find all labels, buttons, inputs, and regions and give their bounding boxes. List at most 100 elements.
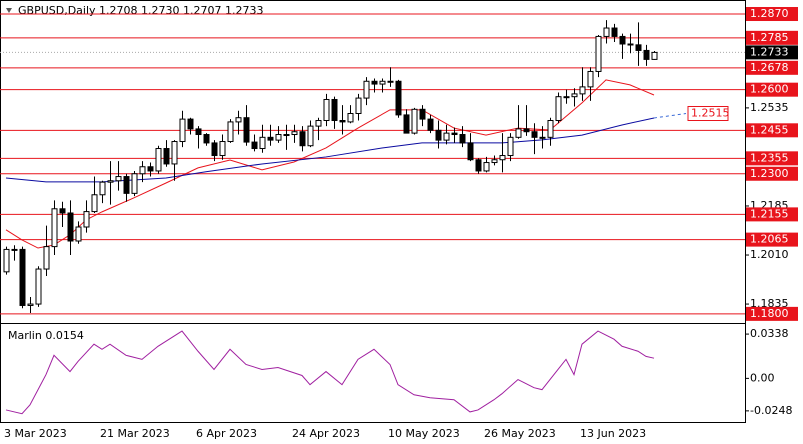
indicator-line	[5, 330, 655, 415]
candle-body	[603, 27, 610, 37]
candle-body	[51, 208, 58, 248]
x-tick-label: 13 Jun 2023	[580, 427, 646, 440]
candle-body	[139, 166, 146, 175]
candle-body	[27, 303, 34, 306]
candle-body	[43, 246, 50, 270]
y-tick-label: 0.0338	[750, 327, 789, 340]
candle-body	[547, 120, 554, 138]
candle-body	[75, 226, 82, 242]
candle-body	[499, 155, 506, 161]
candle-body	[395, 80, 402, 116]
chart-title: GBPUSD,Daily 1.2708 1.2730 1.2707 1.2733	[18, 4, 263, 17]
candle-body	[467, 142, 474, 161]
y-tick-label: 1.2535	[750, 101, 789, 114]
candle-body	[315, 120, 322, 127]
candle-body	[19, 248, 26, 306]
x-tick-label: 10 May 2023	[388, 427, 460, 440]
candle-body	[451, 132, 458, 136]
last-price-box	[746, 45, 798, 60]
indicator-title: Marlin 0.0154	[8, 329, 84, 342]
y-tick-label: 1.2010	[750, 248, 789, 261]
level-label-box	[746, 7, 798, 22]
candle-body	[435, 129, 442, 141]
candle-body	[67, 212, 74, 242]
level-label-box	[746, 166, 798, 181]
level-label-box	[746, 60, 798, 75]
level-label: 1.2300	[750, 167, 789, 180]
level-label-box	[746, 123, 798, 138]
candle-body	[627, 43, 634, 46]
candle-body	[387, 80, 394, 83]
candle-body	[299, 131, 306, 147]
candle-body	[355, 97, 362, 114]
candle-body	[427, 118, 434, 131]
candle-body	[35, 268, 42, 305]
candle-body	[227, 121, 234, 143]
level-label: 1.2600	[750, 83, 789, 96]
candle-body	[259, 136, 266, 150]
candle-body	[491, 159, 498, 164]
candle-body	[171, 141, 178, 165]
candle-body	[91, 194, 98, 213]
level-label: 1.2155	[750, 207, 789, 220]
candle-body	[643, 49, 650, 60]
candle-body	[571, 93, 578, 98]
candle-body	[459, 134, 466, 144]
candle-body	[115, 176, 122, 182]
candle-body	[475, 159, 482, 172]
candle-body	[187, 118, 194, 130]
candle-body	[563, 96, 570, 99]
level-label-box	[746, 82, 798, 97]
candle-body	[539, 136, 546, 139]
candle-body	[531, 131, 538, 138]
candle-body	[131, 173, 138, 194]
candle-body	[443, 132, 450, 141]
candle-body	[155, 148, 162, 172]
candle-body	[251, 141, 258, 150]
x-tick-label: 21 Mar 2023	[100, 427, 170, 440]
x-tick-label: 3 Mar 2023	[4, 427, 67, 440]
candle-body	[99, 181, 106, 196]
level-label: 1.2870	[750, 7, 789, 20]
candle-body	[123, 176, 130, 194]
moving-average	[5, 117, 655, 183]
candle-body	[651, 51, 658, 60]
level-label-box	[746, 30, 798, 45]
candle-body	[195, 128, 202, 136]
candle-body	[59, 208, 66, 214]
last-price-label: 1.2733	[750, 45, 789, 58]
candle-body	[283, 134, 290, 137]
x-tick-label: 26 May 2023	[484, 427, 556, 440]
level-label: 1.2678	[750, 61, 789, 74]
candle-body	[147, 166, 154, 172]
candle-body	[235, 117, 242, 123]
level-label: 1.1800	[750, 307, 789, 320]
y-tick-label: 0.00	[750, 371, 775, 384]
level-label: 1.2785	[750, 31, 789, 44]
candle-body	[11, 248, 18, 251]
candle-body	[211, 142, 218, 157]
level-label-box	[746, 151, 798, 166]
candle-body	[507, 136, 514, 157]
level-label-box	[746, 306, 798, 321]
candle-body	[323, 98, 330, 122]
candle-body	[619, 35, 626, 45]
candle-body	[307, 125, 314, 147]
candle-body	[347, 112, 354, 123]
candle-body	[371, 80, 378, 85]
candle-body	[83, 211, 90, 228]
x-tick-label: 24 Apr 2023	[292, 427, 360, 440]
candle-body	[579, 86, 586, 95]
candle-body	[339, 120, 346, 123]
candle-body	[635, 44, 642, 51]
candle-body	[555, 96, 562, 122]
candle-body	[419, 108, 426, 120]
projection-label: 1.2515	[691, 106, 730, 119]
level-label: 1.2355	[750, 151, 789, 164]
candle-body	[203, 134, 210, 144]
level-label: 1.2455	[750, 123, 789, 136]
level-label: 1.2065	[750, 233, 789, 246]
